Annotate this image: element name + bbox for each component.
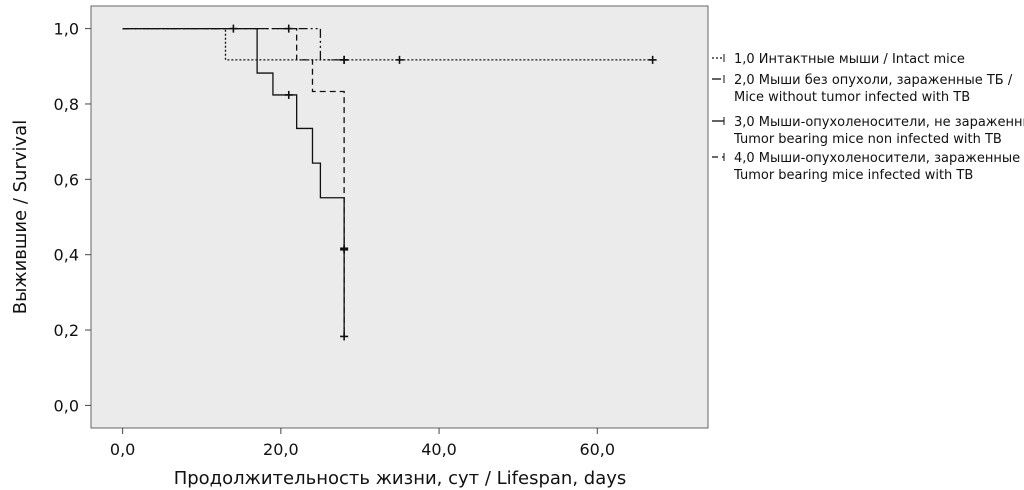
series-line-4: [122, 27, 345, 337]
x-tick-label: 0,0: [110, 440, 135, 459]
y-tick-label: 0,0: [54, 396, 79, 415]
censor-mark: [284, 24, 293, 33]
censor-mark: [340, 55, 349, 64]
y-tick-label: 1,0: [54, 20, 79, 39]
series-line-3: [122, 27, 345, 337]
y-tick-label: 0,4: [54, 246, 79, 265]
plot-area: [90, 5, 709, 429]
axis-ticks: 0,0 20,0 40,0 60,0 0,0 0,2 0,4 0,6 0,8 1,0: [54, 20, 616, 459]
legend-label: 1,0 Интактные мыши / Intact mice: [734, 52, 965, 67]
legend-label: 4,0 Мыши-опухоленосители, зараженные ТБ …: [734, 151, 1024, 166]
series-layer: [122, 24, 657, 341]
censor-mark: [395, 55, 404, 64]
y-tick-label: 0,8: [54, 95, 79, 114]
x-tick-label: 60,0: [579, 440, 615, 459]
legend-label: 3,0 Мыши-опухоленосители, не зараженные …: [734, 115, 1024, 130]
censor-mark: [340, 244, 349, 253]
x-axis-title: Продолжительность жизни, сут / Lifespan,…: [174, 468, 627, 489]
y-axis-title: Выжившие / Survival: [10, 120, 31, 314]
censor-mark: [648, 55, 657, 64]
censor-mark: [340, 332, 349, 341]
x-tick-label: 40,0: [421, 440, 457, 459]
y-tick-label: 0,6: [54, 170, 79, 189]
x-tick-label: 20,0: [263, 440, 299, 459]
y-tick-label: 0,2: [54, 321, 79, 340]
legend-label: 2,0 Мыши без опухоли, зараженные ТБ /: [734, 73, 1013, 88]
censor-mark: [284, 90, 293, 99]
legend: 1,0 Интактные мыши / Intact mice 2,0 Мыши…: [712, 52, 1024, 183]
legend-label: Tumor bearing mice infected with TB: [733, 168, 973, 183]
legend-label: Mice without tumor infected with TB: [734, 90, 970, 105]
legend-label: Tumor bearing mice non infected with TB: [733, 132, 1002, 147]
